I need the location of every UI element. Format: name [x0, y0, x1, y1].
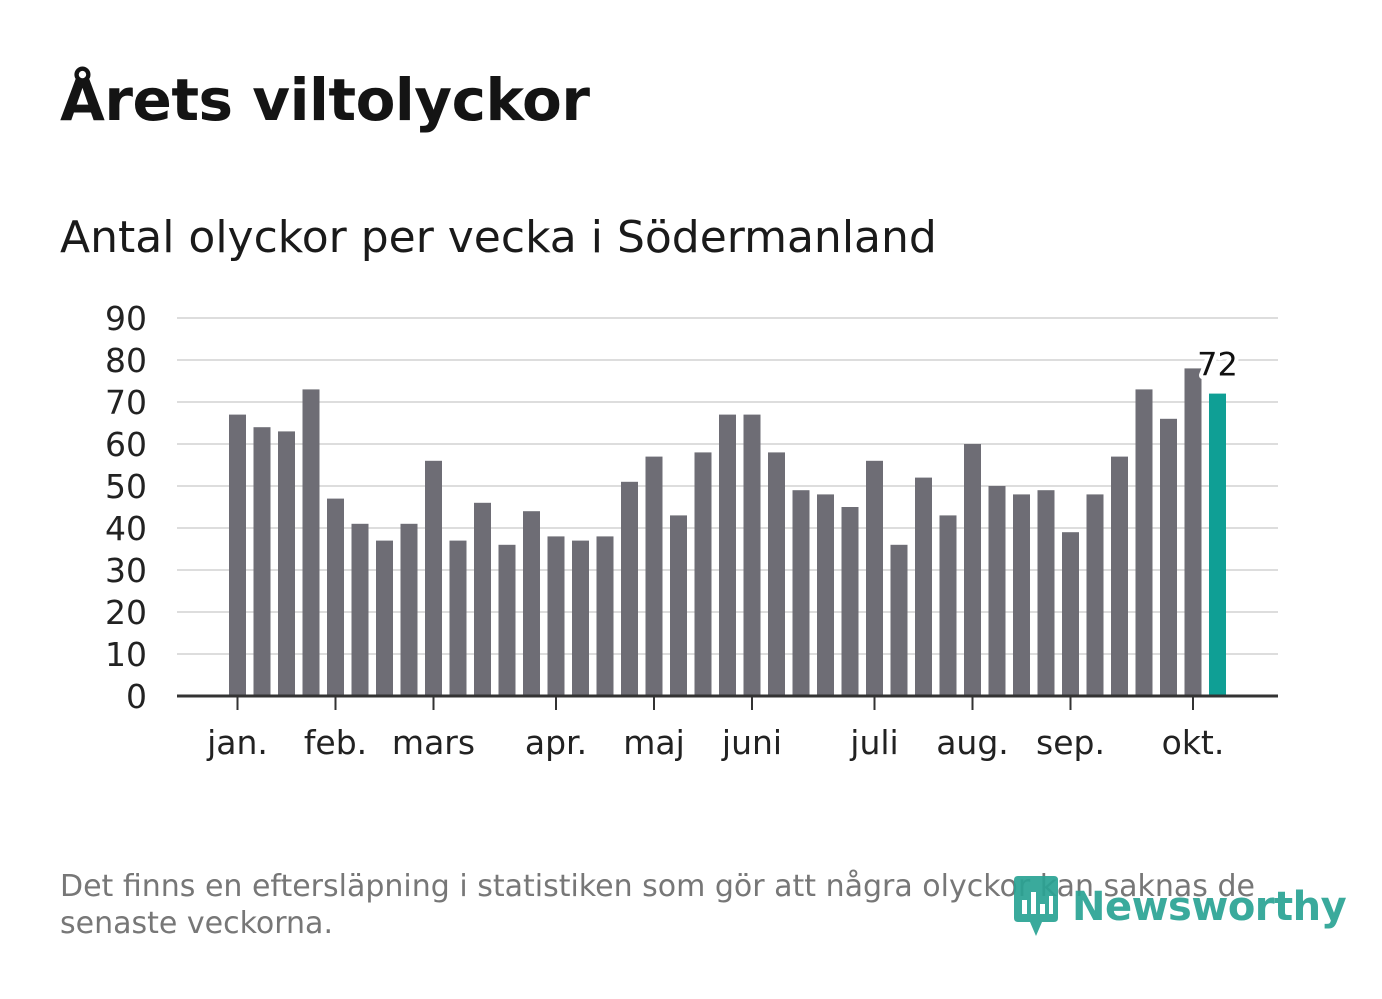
- x-tick-label: juli: [849, 723, 898, 762]
- y-tick-label: 60: [105, 425, 147, 464]
- y-tick-label: 70: [105, 383, 147, 422]
- x-tick-label: apr.: [525, 723, 587, 762]
- data-label-latest: 72: [1197, 346, 1238, 384]
- x-tick-label: sep.: [1036, 723, 1105, 762]
- x-tick-label: aug.: [936, 723, 1009, 762]
- bar: [890, 544, 908, 696]
- logo-text: Newsworthy: [1072, 884, 1347, 930]
- bar: [1111, 456, 1128, 696]
- chart-title: Årets viltolyckor: [60, 66, 590, 134]
- bar: [1160, 418, 1177, 696]
- y-tick-label: 80: [105, 341, 147, 380]
- bar: [719, 414, 736, 696]
- bar: [670, 515, 687, 696]
- bar: [1013, 494, 1030, 696]
- bar: [743, 414, 761, 696]
- bar-latest-week: [1209, 393, 1226, 696]
- chart-bubble-icon: [1014, 876, 1058, 936]
- y-tick-label: 0: [126, 677, 147, 716]
- bar: [1037, 490, 1055, 696]
- chart-subtitle: Antal olyckor per vecka i Södermanland: [60, 212, 937, 263]
- y-tick-label: 90: [105, 299, 147, 338]
- bar: [376, 540, 393, 696]
- x-tick-label: juni: [721, 723, 782, 762]
- bar: [841, 507, 859, 696]
- y-tick-label: 20: [105, 593, 147, 632]
- bar: [523, 511, 540, 696]
- y-tick-label: 10: [105, 635, 147, 674]
- x-tick-label: mars: [392, 723, 475, 762]
- bar: [915, 477, 932, 696]
- bar: [278, 431, 295, 696]
- bar: [1184, 368, 1202, 696]
- bar: [866, 460, 883, 696]
- bar: [547, 536, 565, 696]
- bar: [939, 515, 957, 696]
- bar: [694, 452, 712, 696]
- bar: [229, 414, 246, 696]
- bar: [302, 389, 320, 696]
- x-tick-label: feb.: [304, 723, 367, 762]
- bar: [768, 452, 785, 696]
- bar: [449, 540, 467, 696]
- y-tick-label: 30: [105, 551, 147, 590]
- bar: [621, 481, 638, 696]
- bar: [474, 502, 491, 696]
- bar: [988, 486, 1006, 696]
- bar: [1135, 389, 1153, 696]
- bar: [964, 444, 981, 696]
- data-label-halo: 72: [1197, 346, 1238, 384]
- x-tick-label: maj: [623, 723, 685, 762]
- bar: [351, 523, 369, 696]
- bar: [1062, 532, 1079, 696]
- x-tick-label: okt.: [1162, 723, 1225, 762]
- bar: [327, 498, 344, 696]
- bar: [425, 460, 442, 696]
- bar: [498, 544, 516, 696]
- bar: [400, 523, 418, 696]
- bar: [1086, 494, 1104, 696]
- bar: [596, 536, 614, 696]
- bar: [253, 427, 271, 696]
- x-tick-label: jan.: [206, 723, 268, 762]
- bar: [645, 456, 663, 696]
- bar: [817, 494, 834, 696]
- bar: [792, 490, 810, 696]
- newsworthy-logo: Newsworthy: [1010, 874, 1347, 940]
- bar: [572, 540, 589, 696]
- y-tick-label: 50: [105, 467, 147, 506]
- y-tick-label: 40: [105, 509, 147, 548]
